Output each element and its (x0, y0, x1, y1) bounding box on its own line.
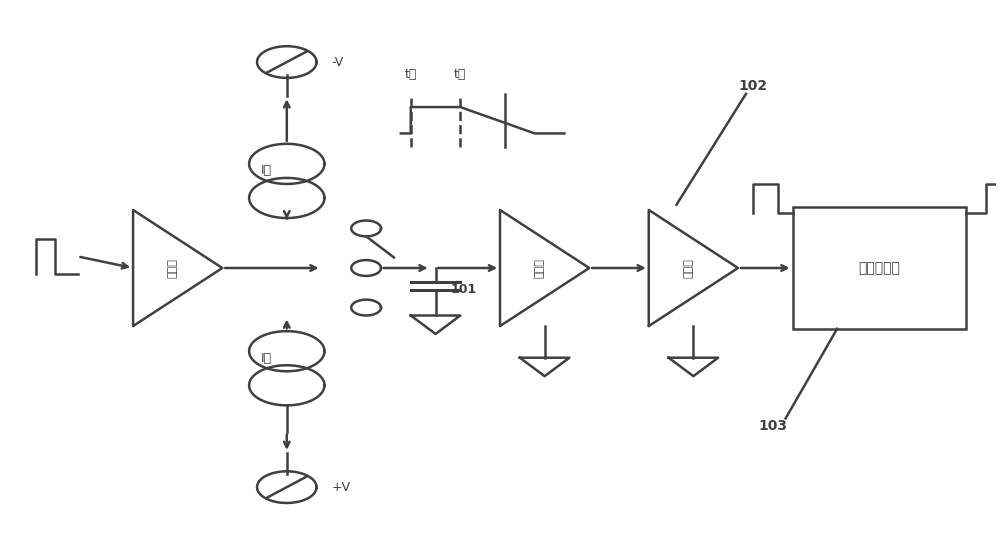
Text: 102: 102 (738, 79, 767, 93)
Text: I充: I充 (261, 352, 272, 364)
Text: 103: 103 (758, 419, 787, 433)
Text: -V: -V (331, 56, 344, 69)
Text: +V: +V (331, 481, 351, 494)
Text: 放大器: 放大器 (168, 258, 178, 278)
Text: 内插计数器: 内插计数器 (858, 261, 900, 275)
Text: I放: I放 (261, 165, 272, 177)
Text: 101: 101 (450, 282, 477, 296)
Text: 放大器: 放大器 (535, 258, 545, 278)
Text: 比较器: 比较器 (683, 258, 693, 278)
Bar (793, 207, 966, 329)
Text: t放: t放 (405, 68, 417, 81)
Text: t充: t充 (454, 68, 467, 81)
